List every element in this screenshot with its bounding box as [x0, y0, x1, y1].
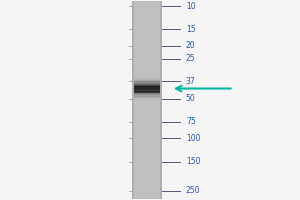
Bar — [134, 89, 160, 90]
Bar — [134, 91, 160, 92]
Bar — [134, 97, 160, 98]
Bar — [134, 98, 160, 99]
Bar — [160, 1, 162, 199]
Bar — [134, 90, 160, 91]
Bar — [134, 87, 160, 88]
Text: 250: 250 — [186, 186, 200, 195]
Text: 100: 100 — [186, 134, 200, 143]
Bar — [134, 82, 160, 83]
Bar — [134, 86, 160, 87]
Bar — [134, 78, 160, 79]
Bar — [134, 85, 160, 86]
Bar — [132, 1, 134, 199]
Bar — [134, 96, 160, 97]
Bar — [134, 81, 160, 82]
Bar — [134, 97, 160, 98]
Bar — [134, 96, 160, 97]
Text: 25: 25 — [186, 54, 196, 63]
Text: 37: 37 — [186, 77, 196, 86]
Bar — [134, 83, 160, 84]
Bar — [134, 95, 160, 96]
Text: 50: 50 — [186, 94, 196, 103]
Text: 20: 20 — [186, 41, 196, 50]
Bar — [134, 93, 160, 94]
Text: 15: 15 — [186, 25, 196, 34]
Text: 10: 10 — [186, 2, 196, 11]
Bar — [134, 92, 160, 93]
Bar — [134, 79, 160, 80]
Bar — [134, 94, 160, 95]
Bar — [134, 91, 160, 92]
Bar — [134, 99, 160, 100]
Text: 150: 150 — [186, 157, 200, 166]
Bar — [134, 88, 160, 89]
Text: 75: 75 — [186, 117, 196, 126]
Bar — [134, 84, 160, 85]
Bar — [134, 81, 160, 82]
Bar — [132, 1, 162, 199]
Bar — [134, 92, 160, 93]
Bar — [134, 80, 160, 81]
Bar — [134, 86, 160, 87]
